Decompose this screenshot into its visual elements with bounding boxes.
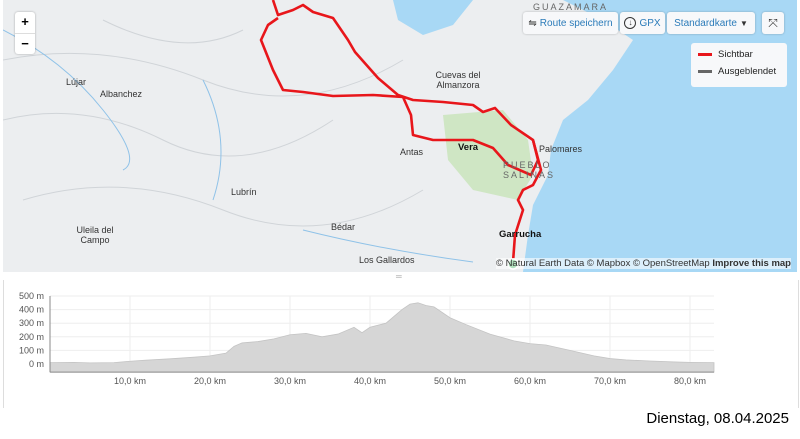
x-tick-label: 70,0 km xyxy=(594,376,626,386)
elevation-chart[interactable]: 500 m 400 m 300 m 200 m 100 m 0 m 10,0 km 20,0 … xyxy=(4,280,798,408)
date-label: Dienstag, 08.04.2025 xyxy=(646,410,789,427)
resize-handle[interactable]: ═ xyxy=(396,272,402,281)
y-tick-label: 500 m xyxy=(19,291,44,301)
attribution-text: © Natural Earth Data © Mapbox © OpenStre… xyxy=(495,258,710,269)
y-tick-label: 400 m xyxy=(19,305,44,315)
place-label: PUEBLO SALINAS xyxy=(503,160,556,180)
place-label: Lújar xyxy=(66,77,87,87)
y-tick-label: 100 m xyxy=(19,345,44,355)
gpx-button[interactable]: ↓ GPX xyxy=(620,12,665,34)
legend: Sichtbar Ausgeblendet xyxy=(691,43,787,87)
place-label: Bédar xyxy=(331,222,356,232)
route-south[interactable] xyxy=(511,139,543,263)
terrain xyxy=(3,19,424,227)
y-tick-label: 200 m xyxy=(19,332,44,342)
elevation-profile: 500 m 400 m 300 m 200 m 100 m 0 m 10,0 km 20,0 … xyxy=(3,280,799,408)
x-tick-label: 40,0 km xyxy=(354,376,386,386)
zoom-in-button[interactable]: + xyxy=(15,12,35,34)
legend-swatch xyxy=(698,70,712,73)
attribution: © Natural Earth Data © Mapbox © OpenStre… xyxy=(495,258,791,269)
zoom-out-button[interactable]: − xyxy=(21,36,29,51)
green-area xyxy=(443,110,533,200)
y-tick-label: 300 m xyxy=(19,318,44,328)
sea xyxy=(523,0,797,272)
x-tick-label: 60,0 km xyxy=(514,376,546,386)
gpx-label: GPX xyxy=(639,17,661,29)
map-style-label: Standardkarte xyxy=(674,17,737,29)
place-label: Los Gallardos xyxy=(359,255,415,265)
place-label: Cuevas del Almanzora xyxy=(435,70,481,90)
x-tick-label: 10,0 km xyxy=(114,376,146,386)
caret-down-icon: ▼ xyxy=(739,18,748,28)
improve-map-link[interactable]: Improve this map xyxy=(712,258,791,269)
save-route-button[interactable]: ⇋ Route speichern xyxy=(523,12,618,34)
x-tick-label: 50,0 km xyxy=(434,376,466,386)
elevation-area xyxy=(49,302,715,373)
place-label: Palomares xyxy=(539,144,583,154)
fullscreen-button[interactable]: ⤧ xyxy=(762,12,784,34)
place-label: Lubrín xyxy=(231,187,257,197)
map[interactable]: GUAZAMARA Lújar Albanchez Cuevas del Alm… xyxy=(3,0,797,272)
sea-north xyxy=(393,0,473,35)
save-route-label: Route speichern xyxy=(539,17,613,29)
y-tick-label: 0 m xyxy=(29,359,44,369)
map-style-select[interactable]: Standardkarte ▼ xyxy=(667,12,755,34)
place-label: Vera xyxy=(458,142,479,153)
place-label: Garrucha xyxy=(499,229,542,240)
rivers xyxy=(3,29,474,263)
place-label: Antas xyxy=(400,147,424,157)
x-tick-label: 20,0 km xyxy=(194,376,226,386)
fullscreen-icon: ⤧ xyxy=(768,15,778,30)
map-canvas xyxy=(3,0,797,272)
zoom-control: + − xyxy=(15,12,35,54)
legend-swatch xyxy=(698,53,712,56)
place-label: Uleila del Campo xyxy=(76,225,114,245)
place-label: Albanchez xyxy=(100,89,143,99)
place-label: GUAZAMARA xyxy=(533,2,609,12)
x-tick-label: 30,0 km xyxy=(274,376,306,386)
legend-item-visible[interactable]: Sichtbar xyxy=(698,49,787,60)
legend-label: Ausgeblendet xyxy=(718,66,777,77)
legend-item-hidden[interactable]: Ausgeblendet xyxy=(698,66,787,77)
legend-label: Sichtbar xyxy=(718,49,753,60)
x-tick-label: 80,0 km xyxy=(674,376,706,386)
route-icon: ⇋ xyxy=(528,17,537,29)
download-circle-icon: ↓ xyxy=(624,17,637,29)
